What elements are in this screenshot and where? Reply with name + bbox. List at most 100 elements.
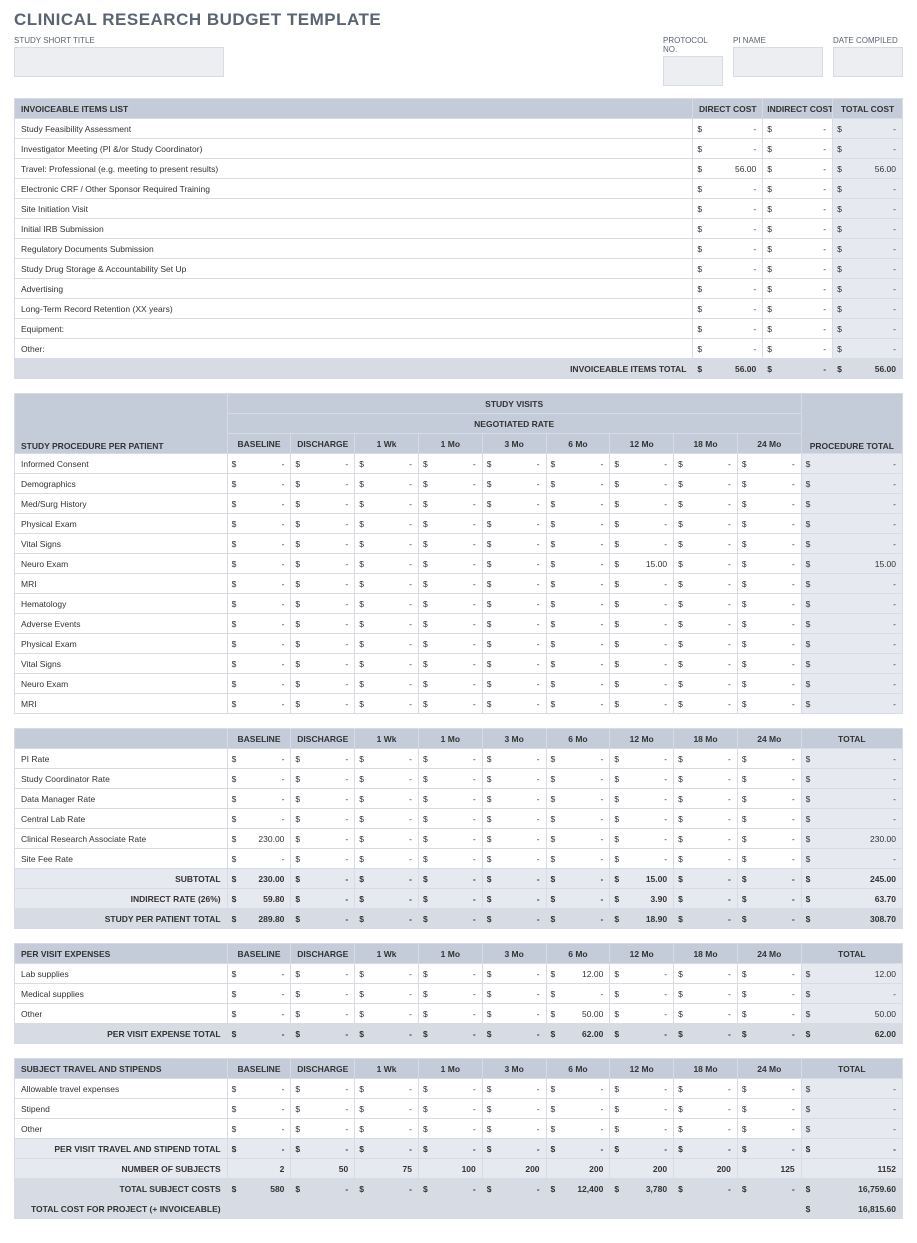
cell[interactable]: $- xyxy=(763,299,833,319)
cell[interactable]: $- xyxy=(418,594,482,614)
cell[interactable]: $- xyxy=(482,909,546,929)
cell[interactable]: $- xyxy=(674,494,738,514)
cell[interactable]: $- xyxy=(291,554,355,574)
cell[interactable]: $- xyxy=(546,534,610,554)
cell[interactable]: 75 xyxy=(355,1159,419,1179)
cell[interactable]: $- xyxy=(610,849,674,869)
cell[interactable]: $- xyxy=(610,1024,674,1044)
cell[interactable]: $- xyxy=(693,319,763,339)
cell[interactable]: $- xyxy=(355,654,419,674)
cell[interactable]: $- xyxy=(693,279,763,299)
cell[interactable]: $- xyxy=(546,474,610,494)
cell[interactable]: $- xyxy=(291,1139,355,1159)
cell[interactable]: $- xyxy=(546,909,610,929)
cell[interactable]: $- xyxy=(737,964,801,984)
cell[interactable]: $- xyxy=(674,654,738,674)
cell[interactable]: $- xyxy=(801,749,902,769)
cell[interactable]: $- xyxy=(737,654,801,674)
cell[interactable]: $- xyxy=(418,749,482,769)
cell[interactable]: $- xyxy=(418,654,482,674)
cell[interactable]: $- xyxy=(801,454,902,474)
cell[interactable]: $- xyxy=(610,454,674,474)
cell[interactable]: $- xyxy=(737,789,801,809)
cell[interactable]: $- xyxy=(355,1004,419,1024)
cell[interactable]: $- xyxy=(291,474,355,494)
cell[interactable]: $- xyxy=(546,849,610,869)
cell[interactable]: $- xyxy=(227,494,291,514)
cell[interactable]: $- xyxy=(674,574,738,594)
cell[interactable]: $- xyxy=(355,829,419,849)
cell[interactable]: $- xyxy=(610,1099,674,1119)
cell[interactable]: 100 xyxy=(418,1159,482,1179)
cell[interactable]: $- xyxy=(737,1099,801,1119)
cell[interactable]: $- xyxy=(737,474,801,494)
cell[interactable]: $- xyxy=(833,239,903,259)
cell[interactable]: $- xyxy=(763,119,833,139)
cell[interactable]: $- xyxy=(737,554,801,574)
cell[interactable]: $- xyxy=(674,749,738,769)
cell[interactable]: $230.00 xyxy=(227,829,291,849)
cell[interactable]: $- xyxy=(693,139,763,159)
cell[interactable]: $- xyxy=(674,809,738,829)
cell[interactable]: $- xyxy=(482,674,546,694)
cell[interactable]: $- xyxy=(418,964,482,984)
cell[interactable]: $- xyxy=(482,789,546,809)
cell[interactable]: $12.00 xyxy=(546,964,610,984)
cell[interactable]: $- xyxy=(763,259,833,279)
cell[interactable]: $16,759.60 xyxy=(801,1179,902,1199)
cell[interactable]: $- xyxy=(763,179,833,199)
cell[interactable]: $- xyxy=(546,454,610,474)
cell[interactable]: $- xyxy=(291,1099,355,1119)
cell[interactable]: $- xyxy=(546,634,610,654)
cell[interactable]: $- xyxy=(227,454,291,474)
cell[interactable]: $- xyxy=(418,909,482,929)
cell[interactable]: $- xyxy=(801,674,902,694)
cell[interactable]: $- xyxy=(482,984,546,1004)
cell[interactable]: $- xyxy=(763,159,833,179)
cell[interactable]: $- xyxy=(355,694,419,714)
cell[interactable]: $- xyxy=(227,749,291,769)
cell[interactable]: $- xyxy=(227,1119,291,1139)
cell[interactable]: $- xyxy=(291,1179,355,1199)
cell[interactable]: $- xyxy=(737,909,801,929)
cell[interactable]: $- xyxy=(763,339,833,359)
cell[interactable]: $- xyxy=(418,614,482,634)
cell[interactable]: $- xyxy=(674,614,738,634)
cell[interactable]: $- xyxy=(763,239,833,259)
cell[interactable]: $62.00 xyxy=(546,1024,610,1044)
cell[interactable]: $- xyxy=(227,554,291,574)
cell[interactable]: $- xyxy=(546,594,610,614)
cell[interactable]: $- xyxy=(355,454,419,474)
cell[interactable]: $- xyxy=(674,964,738,984)
cell[interactable]: $- xyxy=(546,614,610,634)
cell[interactable]: $- xyxy=(674,514,738,534)
cell[interactable]: $- xyxy=(546,769,610,789)
cell[interactable]: $- xyxy=(693,179,763,199)
cell[interactable]: $- xyxy=(418,1179,482,1199)
cell[interactable]: $- xyxy=(737,829,801,849)
cell[interactable]: $- xyxy=(546,1139,610,1159)
cell[interactable]: $3.90 xyxy=(610,889,674,909)
cell[interactable]: $- xyxy=(418,474,482,494)
cell[interactable]: $- xyxy=(546,889,610,909)
cell[interactable]: $- xyxy=(674,1119,738,1139)
cell[interactable]: $- xyxy=(482,829,546,849)
cell[interactable]: $- xyxy=(801,1099,902,1119)
cell[interactable]: $- xyxy=(674,1139,738,1159)
cell[interactable]: $12,400 xyxy=(546,1179,610,1199)
cell[interactable]: $- xyxy=(674,1099,738,1119)
cell[interactable]: $- xyxy=(418,849,482,869)
cell[interactable]: $- xyxy=(674,634,738,654)
cell[interactable]: $- xyxy=(674,984,738,1004)
protocol-no-input[interactable] xyxy=(663,56,723,86)
cell[interactable]: $- xyxy=(833,199,903,219)
cell[interactable]: $- xyxy=(227,534,291,554)
cell[interactable]: $- xyxy=(418,1099,482,1119)
cell[interactable]: $- xyxy=(693,239,763,259)
cell[interactable]: $- xyxy=(833,339,903,359)
cell[interactable]: $- xyxy=(833,259,903,279)
cell[interactable]: 200 xyxy=(674,1159,738,1179)
cell[interactable]: $- xyxy=(355,749,419,769)
cell[interactable]: $- xyxy=(418,574,482,594)
cell[interactable]: $- xyxy=(355,1139,419,1159)
